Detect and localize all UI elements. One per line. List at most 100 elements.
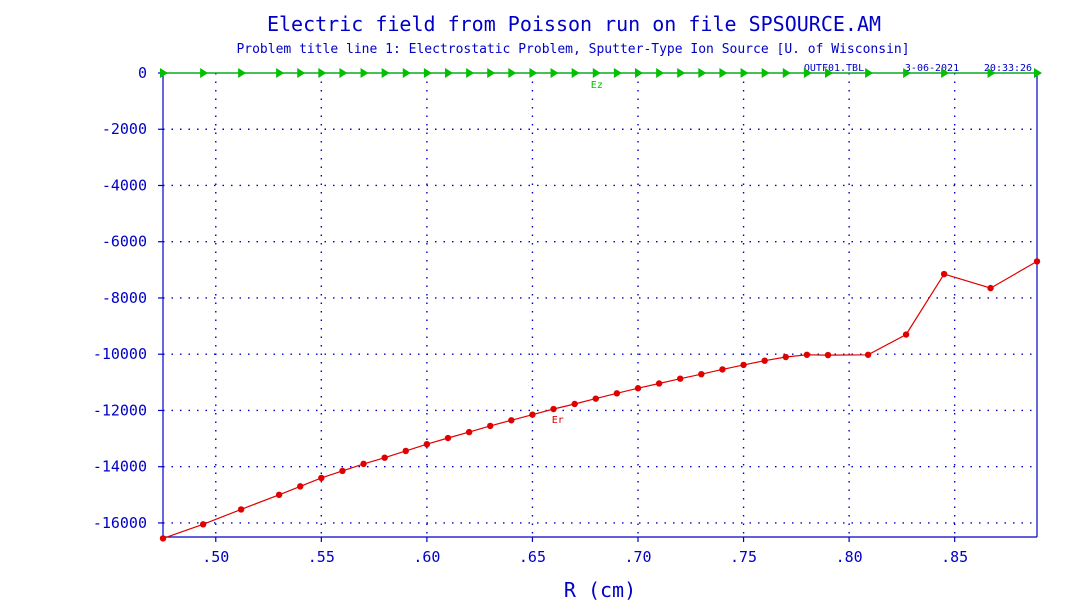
- data-point-ez: [445, 68, 453, 78]
- data-point-er: [529, 411, 536, 418]
- data-point-ez: [381, 68, 390, 78]
- info-file: OUTF01.TBL: [804, 63, 864, 74]
- x-tick-label: .60: [413, 548, 440, 566]
- data-point-er: [698, 370, 705, 378]
- data-point-ez: [200, 68, 209, 78]
- data-point-ez: [571, 68, 580, 78]
- data-point-ez: [719, 68, 728, 78]
- series-group: Ez Er: [159, 68, 1042, 542]
- data-point-ez: [1034, 68, 1042, 78]
- chart-title: Electric field from Poisson run on file …: [267, 12, 881, 36]
- data-point-ez: [698, 68, 707, 78]
- data-point-er: [987, 284, 994, 292]
- data-point-ez: [761, 68, 770, 78]
- data-point-er: [339, 467, 346, 475]
- data-point-ez: [238, 68, 247, 78]
- data-point-er: [902, 331, 910, 338]
- x-tick-label: .50: [202, 548, 229, 566]
- series-label-er: Er: [552, 415, 564, 426]
- y-tick-label: -10000: [93, 345, 147, 363]
- data-point-ez: [782, 68, 791, 78]
- data-point-ez: [160, 68, 168, 78]
- data-point-er: [571, 400, 578, 408]
- data-point-er: [318, 474, 325, 482]
- data-point-er: [487, 422, 494, 430]
- data-point-ez: [740, 68, 749, 78]
- series-label-ez: Ez: [591, 80, 603, 91]
- data-point-er: [381, 454, 388, 461]
- data-point-er: [613, 390, 621, 397]
- data-point-ez: [592, 68, 601, 78]
- data-point-ez: [339, 68, 348, 78]
- y-tick-label: -12000: [93, 401, 147, 419]
- data-point-er: [508, 417, 515, 424]
- series-line-er: [162, 260, 1038, 539]
- y-tick-label: -6000: [102, 233, 147, 251]
- x-ticks: .50 .55 .60 .65 .70 .75 .80 .85: [202, 537, 968, 566]
- y-tick-label: -2000: [102, 120, 147, 138]
- data-point-ez: [297, 68, 306, 78]
- data-point-er: [550, 405, 557, 413]
- y-ticks: 0 -2000 -4000 -6000 -8000 -10000 -12000 -14000 -…: [93, 64, 163, 532]
- data-point-er: [423, 441, 431, 448]
- data-point-er: [199, 521, 207, 528]
- data-point-ez: [825, 68, 833, 78]
- x-tick-label: .55: [308, 548, 335, 566]
- grid: [163, 73, 1037, 537]
- data-point-er: [275, 491, 283, 499]
- data-point-ez: [360, 68, 369, 78]
- data-point-er: [237, 506, 245, 513]
- data-point-ez: [865, 68, 874, 78]
- data-point-ez: [466, 68, 475, 78]
- y-tick-label: -4000: [102, 176, 147, 194]
- y-tick-label: -14000: [93, 458, 147, 476]
- x-axis-label: R (cm): [564, 578, 636, 602]
- data-point-er: [465, 428, 473, 436]
- data-point-ez: [613, 68, 622, 78]
- data-point-ez: [987, 68, 996, 78]
- x-tick-label: .65: [519, 548, 546, 566]
- data-point-ez: [318, 68, 327, 78]
- chart-subtitle: Problem title line 1: Electrostatic Prob…: [236, 42, 909, 57]
- data-point-ez: [656, 68, 665, 78]
- data-point-er: [402, 447, 409, 455]
- x-tick-label: .70: [624, 548, 651, 566]
- data-point-er: [824, 351, 832, 359]
- plot-frame: [162, 72, 1038, 538]
- y-tick-label: -8000: [102, 289, 147, 307]
- x-tick-label: .80: [836, 548, 863, 566]
- data-point-er: [634, 385, 642, 392]
- data-point-er: [655, 380, 663, 387]
- data-point-ez: [677, 68, 686, 78]
- data-point-er: [719, 366, 726, 373]
- x-tick-label: .85: [941, 548, 968, 566]
- data-point-ez: [402, 68, 411, 78]
- data-point-er: [159, 535, 167, 542]
- data-point-er: [782, 353, 789, 361]
- data-point-er: [740, 361, 747, 369]
- info-time: 20:33:26: [984, 63, 1032, 74]
- data-point-ez: [276, 68, 285, 78]
- y-tick-label: 0: [138, 64, 147, 82]
- data-point-er: [803, 351, 811, 358]
- data-point-ez: [487, 68, 496, 78]
- info-date: 3-06-2021: [905, 63, 959, 74]
- y-tick-label: -16000: [93, 514, 147, 532]
- data-point-ez: [508, 68, 517, 78]
- data-point-ez: [803, 68, 812, 78]
- data-point-er: [297, 483, 304, 490]
- data-point-ez: [423, 68, 432, 78]
- data-point-er: [677, 375, 684, 382]
- data-point-ez: [550, 68, 559, 78]
- data-point-ez: [635, 68, 643, 78]
- data-point-er: [444, 434, 452, 442]
- data-point-ez: [941, 68, 950, 78]
- x-tick-label: .75: [730, 548, 757, 566]
- data-point-er: [761, 357, 768, 364]
- data-point-er: [360, 460, 367, 468]
- data-point-er: [864, 351, 872, 358]
- data-point-er: [1033, 258, 1041, 265]
- data-point-er: [592, 395, 599, 402]
